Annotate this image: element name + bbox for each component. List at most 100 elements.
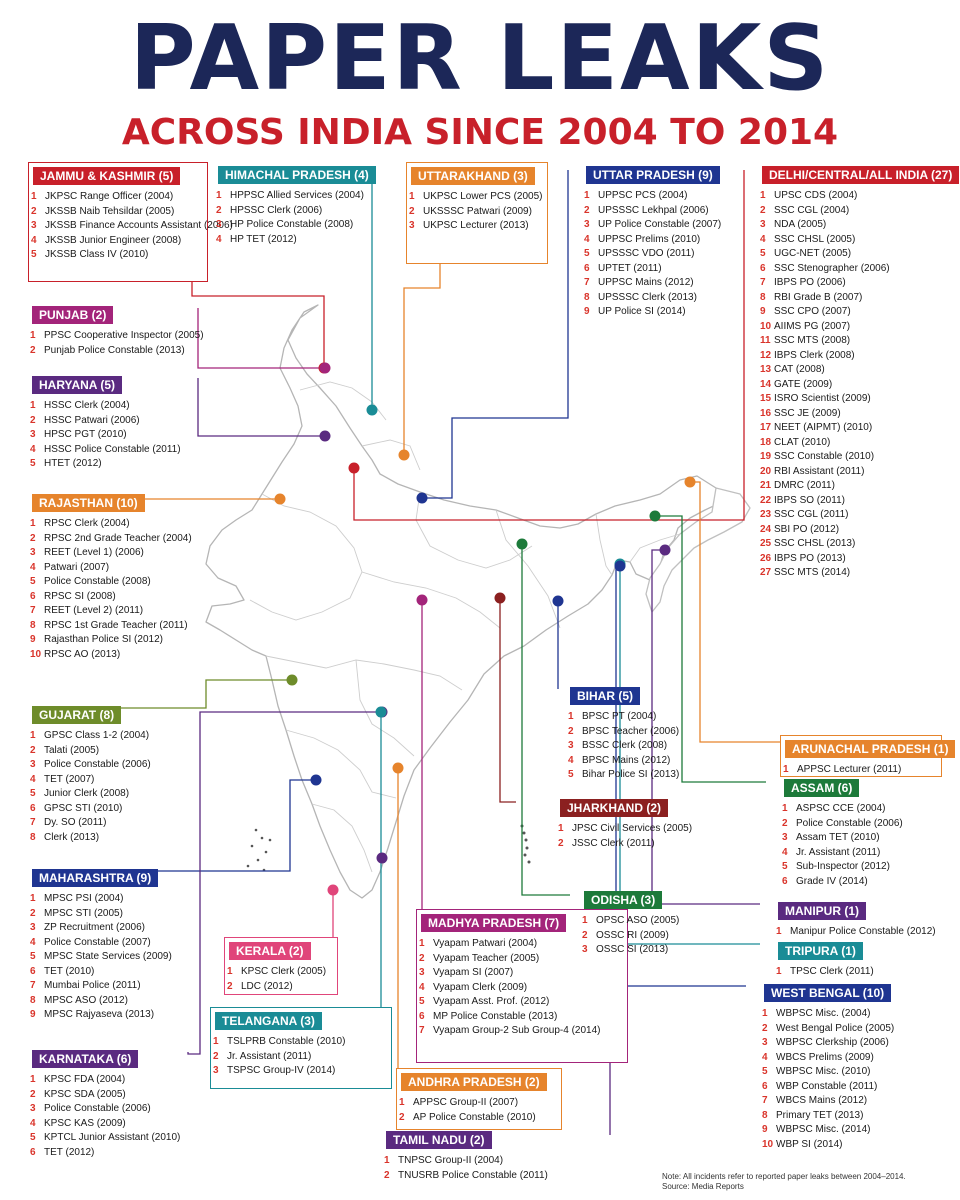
state-header: HARYANA (5) bbox=[32, 376, 123, 394]
item-text: SSC CHSL (2005) bbox=[774, 233, 856, 245]
item-number: 3 bbox=[568, 740, 574, 751]
item-text: ISRO Scientist (2009) bbox=[774, 393, 871, 404]
item-text: WBCS Prelims (2009) bbox=[776, 1051, 874, 1063]
item-text: SSC CHSL (2013) bbox=[774, 538, 856, 549]
item-number: 8 bbox=[30, 994, 36, 1006]
item-text: IBPS Clerk (2008) bbox=[774, 349, 855, 361]
list-item: 23 SSC CGL (2011) bbox=[760, 508, 890, 523]
item-number: 18 bbox=[760, 436, 772, 448]
item-text: SSC CGL (2004) bbox=[774, 204, 850, 216]
item-text: DMRC (2011) bbox=[774, 480, 835, 491]
leader-line-punjab bbox=[197, 308, 325, 369]
item-text: RBI Grade B (2007) bbox=[774, 291, 863, 303]
incident-list: 1 HPPSC Allied Services (2004) 2 HPSSC Cler… bbox=[216, 189, 364, 247]
item-number: 6 bbox=[584, 262, 590, 274]
item-text: Police Constable (2006) bbox=[44, 759, 151, 770]
item-number: 3 bbox=[582, 944, 588, 955]
state-header: ANDHRA PRADESH (2) bbox=[401, 1073, 547, 1091]
item-text: UPPSC PCS (2004) bbox=[598, 190, 688, 201]
item-text: IBPS PO (2006) bbox=[774, 277, 846, 288]
item-text: UP Police Constable (2007) bbox=[598, 219, 722, 230]
state-marker-tn bbox=[376, 852, 388, 864]
item-text: UPTET (2011) bbox=[598, 262, 662, 274]
list-item: 2 LDC (2012) bbox=[227, 980, 326, 995]
leader-line-jk bbox=[191, 280, 325, 368]
state-header: KERALA (2) bbox=[229, 942, 311, 960]
item-number: 4 bbox=[760, 233, 766, 245]
item-number: 7 bbox=[584, 277, 590, 288]
item-number: 2 bbox=[568, 725, 574, 737]
leader-line-odisha bbox=[521, 544, 570, 896]
leader-line-maharashtra bbox=[140, 779, 316, 872]
item-number: 2 bbox=[216, 204, 222, 216]
item-text: SSC Stenographer (2006) bbox=[774, 262, 890, 274]
item-text: TET (2012) bbox=[44, 1146, 95, 1158]
list-item: 6 TET (2010) bbox=[30, 965, 172, 980]
item-number: 2 bbox=[30, 744, 36, 756]
list-item: 19 SSC Constable (2010) bbox=[760, 450, 890, 465]
incident-list: 1 MPSC PSI (2004) 2 MPSC STI (2005) 3 ZP Recr… bbox=[30, 892, 172, 1023]
leader-line-up bbox=[422, 170, 569, 499]
item-number: 3 bbox=[30, 1103, 36, 1114]
list-item: 2 SSC CGL (2004) bbox=[760, 204, 890, 219]
state-box-bihar: BIHAR (5) 1 BPSC PT (2004) 2 BPSC Teacher (2… bbox=[566, 683, 696, 780]
item-text: KPTCL Junior Assistant (2010) bbox=[44, 1132, 181, 1143]
item-text: West Bengal Police (2005) bbox=[776, 1022, 895, 1034]
list-item: 6 UPTET (2011) bbox=[584, 262, 721, 277]
item-number: 9 bbox=[30, 1009, 36, 1020]
list-item: 3 UKPSC Lecturer (2013) bbox=[409, 219, 543, 234]
item-number: 3 bbox=[31, 220, 37, 231]
list-item: 2 BPSC Teacher (2006) bbox=[568, 725, 679, 740]
item-number: 2 bbox=[30, 414, 36, 426]
item-number: 4 bbox=[30, 773, 36, 785]
item-text: RPSC AO (2013) bbox=[44, 648, 121, 660]
list-item: 3 WBPSC Clerkship (2006) bbox=[762, 1036, 894, 1051]
incident-list: 1 GPSC Class 1-2 (2004) 2 Talati (2005) 3 Pol… bbox=[30, 729, 151, 845]
item-number: 4 bbox=[30, 443, 36, 455]
list-item: 1 UKPSC Lower PCS (2005) bbox=[409, 190, 543, 205]
list-item: 3 UP Police Constable (2007) bbox=[584, 218, 721, 233]
item-text: BSSC Clerk (2008) bbox=[582, 740, 668, 751]
item-text: Patwari (2007) bbox=[44, 561, 110, 573]
state-box-assam: ASSAM (6) 1 ASPSC CCE (2004) 2 Police Consta… bbox=[780, 775, 940, 887]
item-number: 1 bbox=[783, 764, 789, 775]
list-item: 2 Police Constable (2006) bbox=[782, 817, 903, 832]
list-item: 6 WBP Constable (2011) bbox=[762, 1080, 894, 1095]
item-number: 1 bbox=[227, 966, 233, 977]
item-number: 4 bbox=[568, 754, 574, 766]
list-item: 6 RPSC SI (2008) bbox=[30, 590, 192, 605]
item-number: 5 bbox=[30, 951, 36, 962]
item-text: UGC-NET (2005) bbox=[774, 248, 852, 259]
item-number: 6 bbox=[760, 262, 766, 274]
item-number: 3 bbox=[584, 219, 590, 230]
state-marker-hp bbox=[366, 404, 378, 416]
item-number: 4 bbox=[31, 234, 37, 246]
incident-list: 1 TNPSC Group-II (2004) 2 TNUSRB Police Con… bbox=[384, 1154, 548, 1183]
item-text: RPSC 1st Grade Teacher (2011) bbox=[44, 619, 188, 631]
list-item: 17 NEET (AIPMT) (2010) bbox=[760, 421, 890, 436]
state-header: MANIPUR (1) bbox=[778, 902, 866, 920]
state-marker-rajasthan bbox=[274, 493, 286, 505]
item-text: OSSC SI (2013) bbox=[596, 944, 669, 955]
item-text: JPSC Civil Services (2005) bbox=[572, 823, 693, 834]
item-number: 8 bbox=[760, 291, 766, 303]
list-item: 5 Sub-Inspector (2012) bbox=[782, 860, 903, 875]
item-text: Police Constable (2008) bbox=[44, 576, 151, 587]
item-number: 1 bbox=[760, 190, 766, 201]
item-number: 2 bbox=[760, 204, 766, 216]
india-outline bbox=[205, 304, 751, 899]
footnote: Note: All incidents refer to reported pa… bbox=[662, 1172, 906, 1192]
list-item: 5 Police Constable (2008) bbox=[30, 575, 192, 590]
list-item: 4 HP TET (2012) bbox=[216, 233, 364, 248]
list-item: 4 Police Constable (2007) bbox=[30, 936, 172, 951]
list-item: 8 RPSC 1st Grade Teacher (2011) bbox=[30, 619, 192, 634]
list-item: 2 JSSC Clerk (2011) bbox=[558, 837, 692, 852]
item-number: 4 bbox=[419, 981, 425, 993]
item-number: 7 bbox=[419, 1025, 425, 1036]
item-text: LDC (2012) bbox=[241, 980, 293, 992]
state-header: JHARKHAND (2) bbox=[560, 799, 669, 817]
incident-list: 1 TSLPRB Constable (2010) 2 Jr. Assistant (… bbox=[213, 1035, 345, 1079]
state-marker-bihar bbox=[552, 595, 564, 607]
state-markers bbox=[274, 362, 696, 896]
incident-list: 1 HSSC Clerk (2004) 2 HSSC Patwari (2006) 3 H… bbox=[30, 399, 181, 472]
